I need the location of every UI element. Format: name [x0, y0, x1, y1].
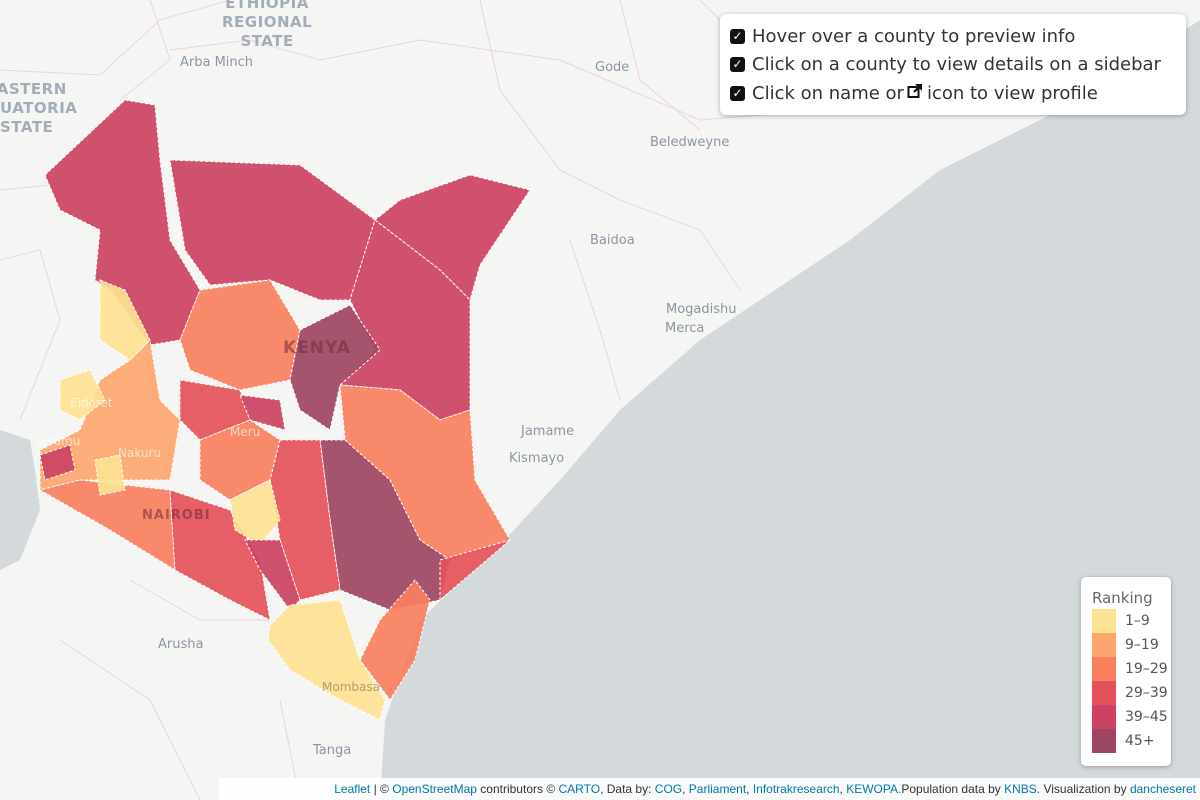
legend-item: 45+	[1092, 729, 1171, 753]
legend-label: 39–45	[1125, 709, 1168, 725]
country-label: KENYA	[283, 338, 351, 358]
region-line: ETHIOPIA	[225, 0, 309, 12]
instruction-text: Hover over a county to preview info	[752, 25, 1076, 47]
region-label-ethiopia: ETHIOPIA REGIONAL STATE	[222, 0, 312, 51]
county-shape[interactable]	[289, 304, 381, 431]
instruction-profile: ✓ Click on name or icon to view profile	[730, 79, 1186, 108]
attr-text: | ©	[370, 782, 393, 796]
attr-text: Population data by	[901, 782, 1005, 796]
attr-text: ,	[839, 782, 847, 796]
place-label: Merca	[665, 321, 705, 336]
legend-swatch	[1092, 657, 1116, 681]
instruction-click: ✓ Click on a county to view details on a…	[730, 51, 1186, 80]
legend-swatch	[1092, 609, 1116, 633]
region-line: EQUATORIA	[0, 99, 78, 117]
checkbox-checked-icon: ✓	[730, 28, 745, 44]
legend-swatch	[1092, 633, 1116, 657]
county-shape[interactable]	[99, 279, 151, 361]
legend-item: 19–29	[1092, 657, 1171, 681]
external-link-icon	[907, 83, 923, 104]
county-shape[interactable]	[239, 394, 286, 431]
county-shape[interactable]	[179, 379, 251, 441]
county-shape[interactable]	[169, 159, 376, 301]
lake-victoria	[0, 430, 40, 570]
attr-text: , Data by:	[600, 782, 655, 796]
county-shape[interactable]	[39, 444, 76, 481]
place-label: Arusha	[158, 637, 204, 652]
region-line: STATE	[0, 118, 54, 136]
place-label: Mogadishu	[666, 302, 737, 317]
place-label: Kismayo	[509, 451, 565, 466]
region-line: STATE	[240, 32, 294, 50]
county-shape[interactable]	[229, 479, 281, 546]
city-label: NAIROBI	[142, 508, 211, 523]
attribution-bar: Leaflet | © OpenStreetMap contributors ©…	[219, 778, 1200, 800]
place-label: Arba Minch	[180, 55, 254, 70]
place-label: Beledweyne	[650, 135, 730, 150]
place-label: Baidoa	[590, 233, 635, 248]
knbs-link[interactable]: KNBS.	[1004, 782, 1041, 796]
leaflet-link[interactable]: Leaflet	[334, 782, 371, 796]
legend-label: 29–39	[1125, 685, 1168, 701]
legend-label: 9–19	[1125, 637, 1159, 653]
county-shape[interactable]	[59, 369, 106, 421]
county-shape[interactable]	[439, 539, 511, 602]
legend-item: 39–45	[1092, 705, 1171, 729]
legend-swatch	[1092, 705, 1116, 729]
author-link[interactable]: dancheseret	[1129, 782, 1196, 796]
city-label: Meru	[230, 425, 261, 439]
legend-label: 1–9	[1125, 613, 1150, 629]
city-label: Eldoret	[70, 396, 113, 410]
legend-title: Ranking	[1092, 589, 1153, 607]
legend-label: 45+	[1125, 733, 1155, 749]
checkbox-checked-icon: ✓	[730, 57, 745, 73]
place-label: Gode	[595, 60, 630, 75]
county-shape[interactable]	[267, 599, 386, 721]
attr-text: ,	[682, 782, 689, 796]
legend-swatch	[1092, 681, 1116, 705]
cog-link[interactable]: COG	[654, 782, 683, 796]
legend-label: 19–29	[1125, 661, 1168, 677]
kenya-counties[interactable]	[38, 99, 531, 721]
county-shape[interactable]	[169, 489, 271, 621]
attr-text: Visualization by	[1040, 782, 1130, 796]
place-label: Jamame	[521, 424, 575, 439]
legend-swatch	[1092, 729, 1116, 753]
kewopa-link[interactable]: KEWOPA.	[846, 782, 902, 796]
city-label: Nakuru	[118, 446, 162, 460]
parliament-link[interactable]: Parliament	[688, 782, 747, 796]
city-label: Kisumu	[36, 434, 81, 448]
county-shape[interactable]	[319, 439, 451, 611]
place-label: Tanga	[313, 743, 352, 758]
city-label: Mombasa	[322, 680, 380, 694]
infotrak-link[interactable]: Infotrakresearch	[752, 782, 840, 796]
legend-item: 1–9	[1092, 609, 1171, 633]
instruction-text: Click on name or	[752, 82, 904, 104]
attr-text: ,	[746, 782, 753, 796]
instruction-text: icon to view profile	[926, 82, 1098, 104]
county-shape[interactable]	[179, 279, 301, 391]
attr-text: contributors ©	[476, 782, 559, 796]
instruction-text: Click on a county to view details on a s…	[752, 54, 1161, 76]
region-line: REGIONAL	[222, 13, 313, 31]
county-shape[interactable]	[359, 579, 431, 701]
county-shape[interactable]	[94, 454, 126, 496]
osm-link[interactable]: OpenStreetMap	[392, 782, 477, 796]
sea	[380, 20, 1200, 800]
legend-item: 9–19	[1092, 633, 1171, 657]
county-shape[interactable]	[38, 479, 176, 571]
instructions-panel: ✓ Hover over a county to preview info ✓ …	[720, 14, 1186, 115]
ranking-legend: Ranking 1–9 9–19 19–29 29–39 39–45 45+	[1081, 577, 1171, 766]
county-shape[interactable]	[44, 99, 201, 346]
instruction-hover: ✓ Hover over a county to preview info	[730, 22, 1186, 51]
legend-item: 29–39	[1092, 681, 1171, 705]
checkbox-checked-icon: ✓	[730, 85, 745, 101]
carto-link[interactable]: CARTO	[558, 782, 601, 796]
